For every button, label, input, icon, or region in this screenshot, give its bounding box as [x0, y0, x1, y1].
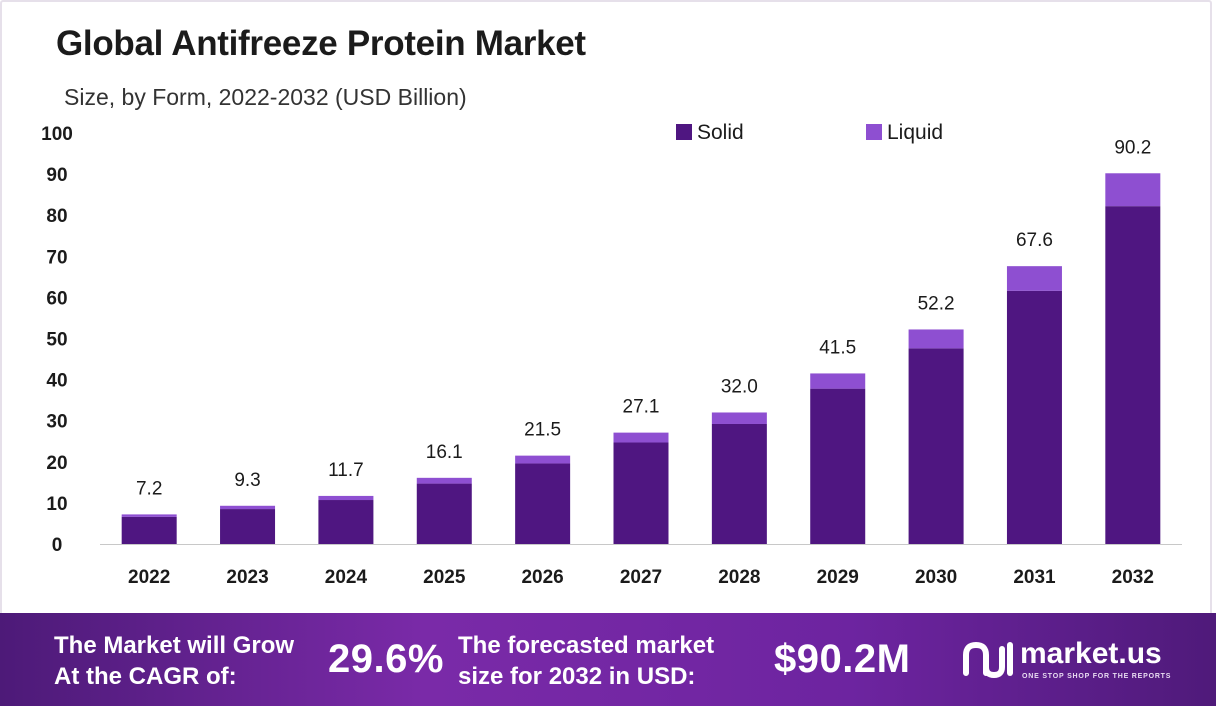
market-us-logo[interactable]: market.us ONE STOP SHOP FOR THE REPORTS [962, 635, 1192, 685]
forecast-value: $90.2M [774, 637, 911, 681]
bar-solid-2026 [515, 463, 571, 544]
chart-title: Global Antifreeze Protein Market [56, 24, 586, 63]
y-tick-label: 90 [46, 165, 67, 186]
x-tick-label: 2022 [128, 567, 170, 588]
y-tick-label: 50 [46, 330, 67, 351]
cagr-label-line1: The Market will Grow [54, 632, 295, 659]
bar-liquid-2027 [613, 432, 669, 443]
data-label-2022: 7.2 [136, 478, 162, 499]
bar-liquid-2032 [1105, 173, 1161, 207]
bar-chart: 01020304050607080901007.220229.3202311.7… [41, 121, 1182, 588]
bar-liquid-2028 [711, 412, 767, 424]
x-tick-label: 2032 [1112, 567, 1154, 588]
x-tick-label: 2024 [325, 567, 368, 588]
forecast-label-line2: size for 2032 in USD: [458, 663, 696, 690]
bar-solid-2029 [810, 388, 866, 544]
y-tick-label: 80 [46, 206, 67, 227]
bar-solid-2030 [908, 348, 964, 544]
bar-liquid-2025 [416, 477, 472, 484]
y-tick-label: 70 [46, 247, 67, 268]
data-label-2026: 21.5 [524, 420, 561, 441]
data-label-2032: 90.2 [1114, 137, 1151, 158]
bar-solid-2023 [220, 509, 276, 544]
x-tick-label: 2027 [620, 567, 662, 588]
x-tick-label: 2028 [718, 567, 760, 588]
x-tick-label: 2029 [817, 567, 859, 588]
bar-liquid-2022 [121, 514, 177, 517]
y-tick-label: 30 [46, 412, 67, 433]
legend-label-liquid: Liquid [887, 121, 943, 144]
legend-swatch-liquid [866, 124, 882, 140]
legend-label-solid: Solid [697, 121, 744, 144]
x-tick-label: 2026 [521, 567, 563, 588]
bar-liquid-2023 [220, 505, 276, 510]
data-label-2030: 52.2 [918, 293, 955, 314]
bar-solid-2025 [416, 483, 472, 544]
data-label-2029: 41.5 [819, 337, 856, 358]
bar-liquid-2026 [515, 455, 571, 464]
y-tick-label: 0 [52, 535, 63, 556]
y-tick-label: 60 [46, 288, 67, 309]
data-label-2024: 11.7 [328, 460, 364, 481]
cagr-value: 29.6% [328, 637, 444, 681]
legend-swatch-solid [676, 124, 692, 140]
x-tick-label: 2023 [226, 567, 268, 588]
forecast-label-line1: The forecasted market [458, 632, 715, 659]
chart-subtitle: Size, by Form, 2022-2032 (USD Billion) [64, 84, 467, 110]
data-label-2025: 16.1 [426, 442, 463, 463]
y-tick-label: 20 [46, 453, 67, 474]
bar-liquid-2029 [810, 373, 866, 389]
bar-solid-2032 [1105, 206, 1161, 544]
cagr-label: The Market will Grow At the CAGR of: [54, 630, 294, 692]
x-tick-label: 2031 [1013, 567, 1056, 588]
x-tick-label: 2030 [915, 567, 957, 588]
footer-banner: The Market will Grow At the CAGR of: 29.… [0, 613, 1216, 706]
y-tick-label: 40 [46, 371, 67, 392]
y-tick-label: 100 [41, 124, 73, 145]
bar-liquid-2030 [908, 329, 964, 349]
bar-solid-2022 [121, 516, 177, 544]
forecast-label: The forecasted market size for 2032 in U… [458, 630, 714, 692]
cagr-label-line2: At the CAGR of: [54, 663, 237, 690]
logo-name: market.us [1020, 637, 1162, 670]
bar-solid-2024 [318, 500, 374, 544]
market-us-logo-icon [963, 641, 1013, 679]
bar-liquid-2031 [1006, 266, 1062, 291]
data-label-2031: 67.6 [1016, 230, 1053, 251]
bar-solid-2027 [613, 442, 669, 544]
bar-solid-2031 [1006, 290, 1062, 544]
x-tick-label: 2025 [423, 567, 466, 588]
data-label-2027: 27.1 [623, 397, 660, 418]
data-label-2023: 9.3 [234, 470, 260, 491]
bar-liquid-2024 [318, 495, 374, 501]
y-tick-label: 10 [46, 494, 67, 515]
data-label-2028: 32.0 [721, 376, 758, 397]
logo-tagline: ONE STOP SHOP FOR THE REPORTS [1022, 673, 1172, 680]
bar-solid-2028 [711, 423, 767, 544]
